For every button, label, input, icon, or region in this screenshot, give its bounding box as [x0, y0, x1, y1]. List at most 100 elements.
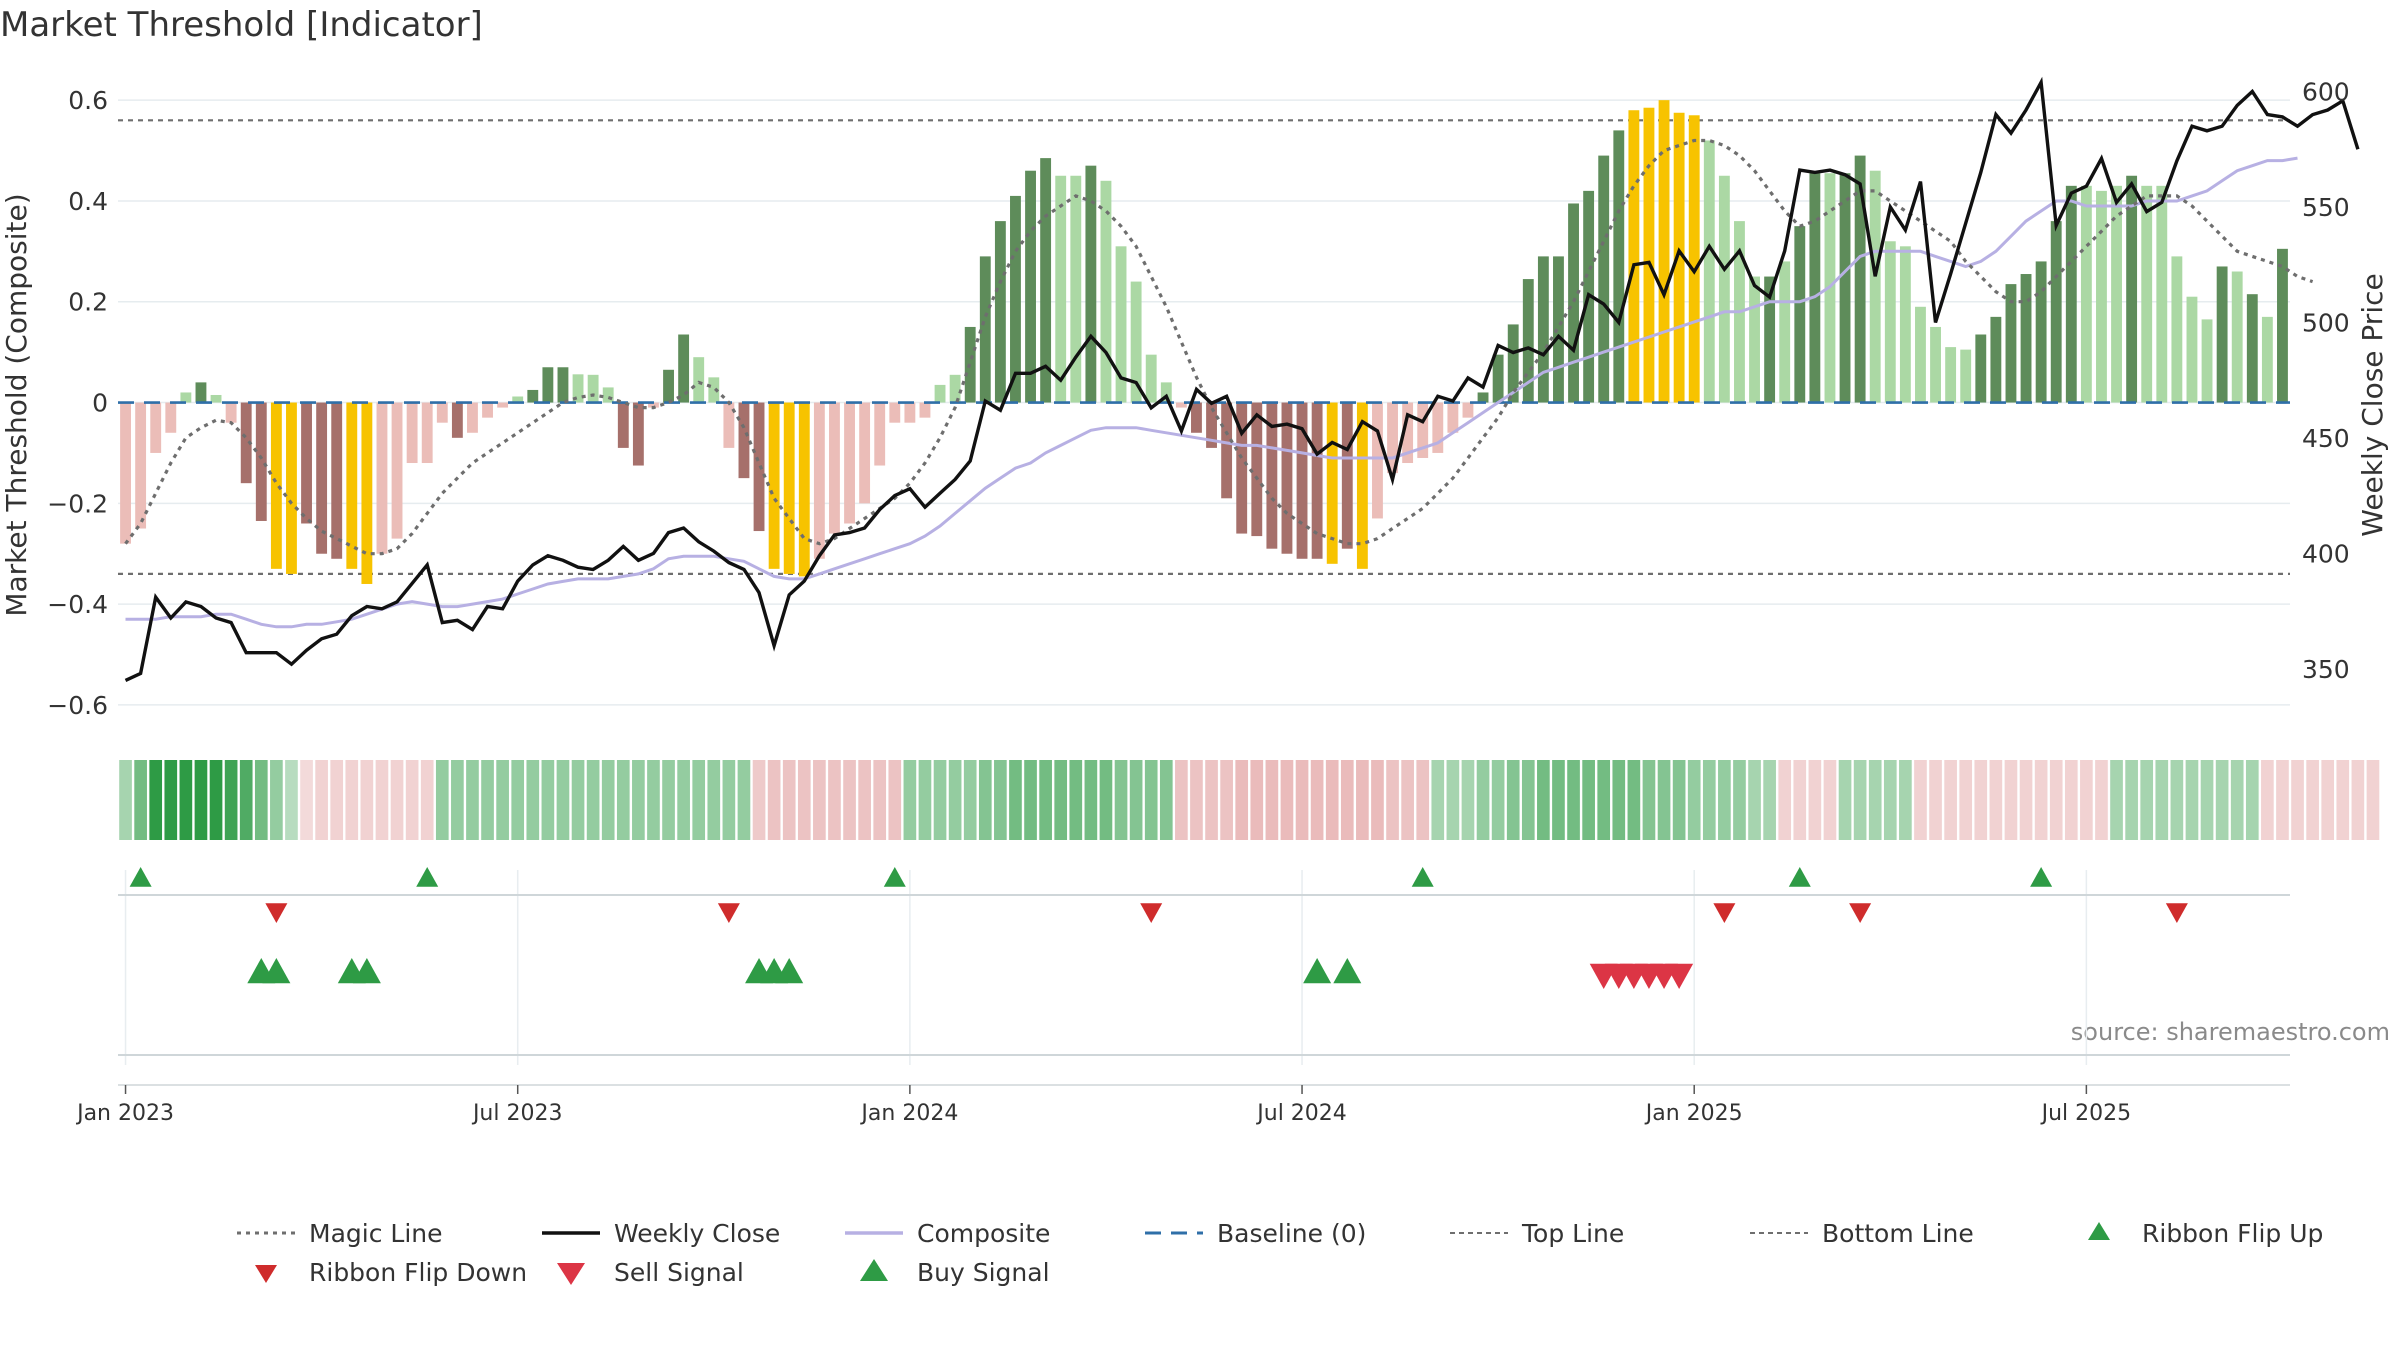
heat-cell: [1989, 760, 2003, 840]
heat-cell: [2095, 760, 2108, 840]
legend-label: Ribbon Flip Up: [2142, 1219, 2323, 1248]
threshold-bar: [904, 402, 916, 423]
series-lines: [124, 76, 2360, 682]
heat-cell: [1718, 760, 1731, 840]
threshold-bar: [783, 402, 795, 574]
threshold-bar: [2216, 266, 2228, 403]
threshold-bar: [301, 402, 312, 524]
legend-swatch-tri-up: [860, 1259, 888, 1281]
threshold-bar: [1417, 402, 1429, 458]
heat-cell: [330, 760, 344, 840]
threshold-bar: [210, 394, 222, 403]
threshold-bar: [1191, 402, 1202, 433]
threshold-bar: [1477, 392, 1489, 403]
heat-cell: [1446, 760, 1460, 840]
heat-cell: [828, 760, 841, 840]
heat-cell: [285, 760, 298, 840]
heat-cell: [933, 760, 947, 840]
threshold-bar: [1507, 324, 1519, 403]
heat-cell: [1069, 760, 1083, 840]
legend-item: Composite: [845, 1219, 1050, 1248]
heat-cell: [1039, 760, 1052, 840]
legend-swatch-tri-up: [2088, 1222, 2110, 1240]
threshold-bar: [346, 402, 358, 569]
heat-cell: [1235, 760, 1249, 840]
heat-cell: [1114, 760, 1128, 840]
threshold-bar: [331, 402, 343, 559]
heat-cell: [481, 760, 494, 840]
legend-label: Baseline (0): [1217, 1219, 1366, 1248]
legend-label: Bottom Line: [1822, 1219, 1974, 1248]
heat-cell: [782, 760, 796, 840]
threshold-bar: [1673, 112, 1685, 403]
heat-cell: [1310, 760, 1324, 840]
heat-cell: [994, 760, 1007, 840]
heat-cell: [2261, 760, 2274, 840]
threshold-bar: [1537, 256, 1549, 403]
threshold-bar: [2246, 294, 2258, 403]
threshold-bar: [632, 402, 644, 466]
threshold-bar: [1040, 158, 1052, 403]
ribbon-flip-down-marker: [717, 903, 740, 923]
weekly-close-line: [124, 76, 2360, 682]
heat-cell: [1959, 760, 1973, 840]
threshold-bar: [270, 402, 282, 569]
heat-cell: [1763, 760, 1776, 840]
heat-cell: [1521, 760, 1535, 840]
heat-cell: [677, 760, 690, 840]
threshold-bar: [1070, 175, 1082, 403]
y-axis-left-label: Market Threshold (Composite): [0, 193, 33, 616]
threshold-bar: [1160, 382, 1172, 403]
heat-cell: [1461, 760, 1475, 840]
buy-signal-marker: [262, 958, 291, 984]
legend-item: Ribbon Flip Up: [2088, 1219, 2323, 1248]
heat-cell: [149, 760, 163, 840]
heat-cell: [179, 760, 193, 840]
threshold-bar: [738, 402, 750, 479]
ribbon-flip-up-marker: [2030, 867, 2053, 887]
threshold-bar: [135, 402, 147, 529]
heat-cell: [918, 760, 932, 840]
threshold-bar: [678, 334, 690, 403]
heat-cell: [405, 760, 419, 840]
heat-cell: [2170, 760, 2184, 840]
legend-item: Sell Signal: [557, 1258, 744, 1287]
y-tick-left: 0.6: [68, 86, 108, 115]
legend-label: Top Line: [1521, 1219, 1624, 1248]
heat-cell: [420, 760, 434, 840]
threshold-bar: [2277, 248, 2288, 403]
threshold-bar: [1658, 100, 1670, 403]
heat-cell: [2080, 760, 2093, 840]
composite-line: [125, 156, 2298, 629]
threshold-bar: [1718, 175, 1730, 403]
heat-cell: [692, 760, 706, 840]
buy-signal-marker: [1303, 958, 1332, 984]
ribbon-flip-down-marker: [1713, 903, 1736, 923]
threshold-bar: [2156, 185, 2168, 403]
threshold-bar: [1236, 402, 1248, 534]
threshold-bar: [1462, 402, 1474, 418]
heat-cell: [1340, 760, 1354, 840]
threshold-bar: [406, 402, 418, 464]
y-axis-right-label: Weekly Close Price: [2356, 273, 2389, 536]
legend-label: Magic Line: [309, 1219, 443, 1248]
threshold-bar: [949, 374, 961, 403]
threshold-bar: [2186, 296, 2198, 403]
threshold-bar: [859, 402, 871, 504]
threshold-bar: [617, 402, 629, 448]
ribbon-flip-up-marker: [1788, 867, 1811, 887]
heat-cell: [435, 760, 449, 840]
x-axis-ticks: Jan 2023 Jul 2023 Jan 2024 Jul 2024 Jan 2025…: [75, 1085, 2131, 1126]
threshold-bar: [1085, 165, 1097, 403]
threshold-bar: [2065, 185, 2077, 403]
threshold-bar: [1432, 402, 1444, 453]
heat-cell: [2230, 760, 2244, 840]
heat-cell: [300, 760, 313, 840]
threshold-bar: [195, 382, 207, 403]
threshold-bar: [316, 402, 328, 554]
magic-line: [124, 138, 2314, 556]
threshold-bar: [1447, 402, 1459, 433]
heat-cell: [541, 760, 555, 840]
threshold-bar: [120, 402, 131, 544]
threshold-bar: [1643, 107, 1655, 403]
